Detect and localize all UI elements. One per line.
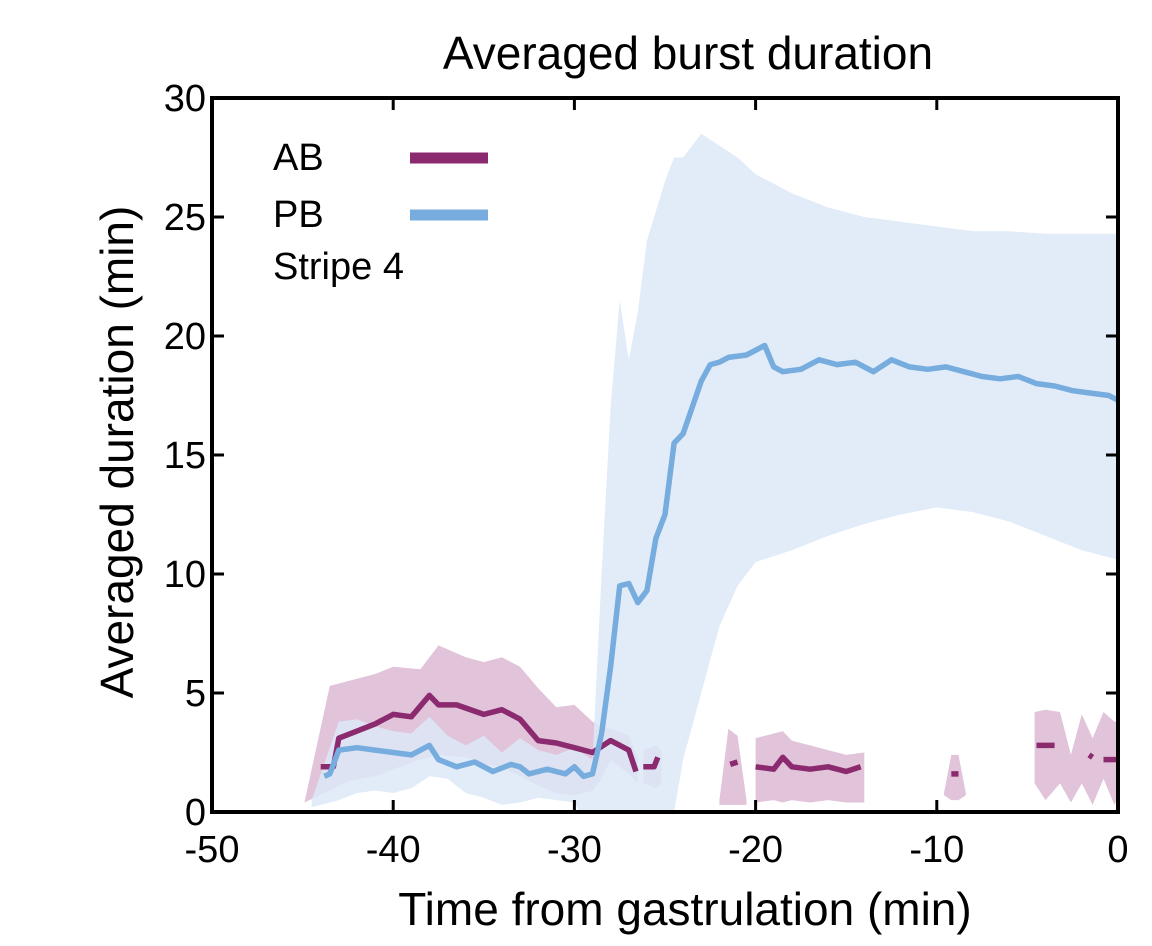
legend-note: Stripe 4 bbox=[273, 246, 404, 288]
ab-confidence-band bbox=[944, 754, 966, 801]
y-tick-label: 5 bbox=[185, 673, 206, 715]
legend-label-ab: AB bbox=[273, 137, 324, 179]
y-tick-label: 15 bbox=[164, 435, 206, 477]
y-tick-label: 20 bbox=[164, 316, 206, 358]
confidence-bands bbox=[304, 133, 1118, 812]
y-tick-label: 25 bbox=[164, 197, 206, 239]
ab-series-line bbox=[729, 759, 739, 768]
chart-title: Averaged burst duration bbox=[443, 27, 933, 79]
x-tick-label: -30 bbox=[547, 829, 602, 871]
x-tick-label: 0 bbox=[1107, 829, 1128, 871]
x-tick-label: -20 bbox=[728, 829, 783, 871]
ab-confidence-band bbox=[719, 728, 747, 805]
ab-confidence-band bbox=[1034, 709, 1118, 805]
ab-series-line bbox=[755, 754, 862, 775]
x-axis: -50 -40 -30 -20 -10 0 bbox=[185, 98, 1129, 871]
y-tick-label: 0 bbox=[185, 792, 206, 834]
y-axis-title: Averaged duration (min) bbox=[91, 206, 143, 699]
ab-series-line bbox=[643, 756, 661, 770]
series-lines bbox=[320, 342, 1118, 780]
x-tick-label: -10 bbox=[909, 829, 964, 871]
y-tick-label: 10 bbox=[164, 554, 206, 596]
y-axis: 0 5 10 15 20 25 30 bbox=[164, 78, 1118, 834]
pb-confidence-band bbox=[311, 133, 1118, 812]
x-tick-label: -40 bbox=[366, 829, 421, 871]
x-axis-title: Time from gastrulation (min) bbox=[398, 883, 971, 935]
ab-series-line bbox=[320, 692, 639, 773]
ab-series-line bbox=[1087, 752, 1095, 760]
legend: AB PB Stripe 4 bbox=[273, 137, 488, 288]
legend-label-pb: PB bbox=[273, 194, 324, 236]
pb-series-line bbox=[323, 342, 1118, 780]
x-tick-label: -50 bbox=[185, 829, 240, 871]
y-tick-label: 30 bbox=[164, 78, 206, 120]
